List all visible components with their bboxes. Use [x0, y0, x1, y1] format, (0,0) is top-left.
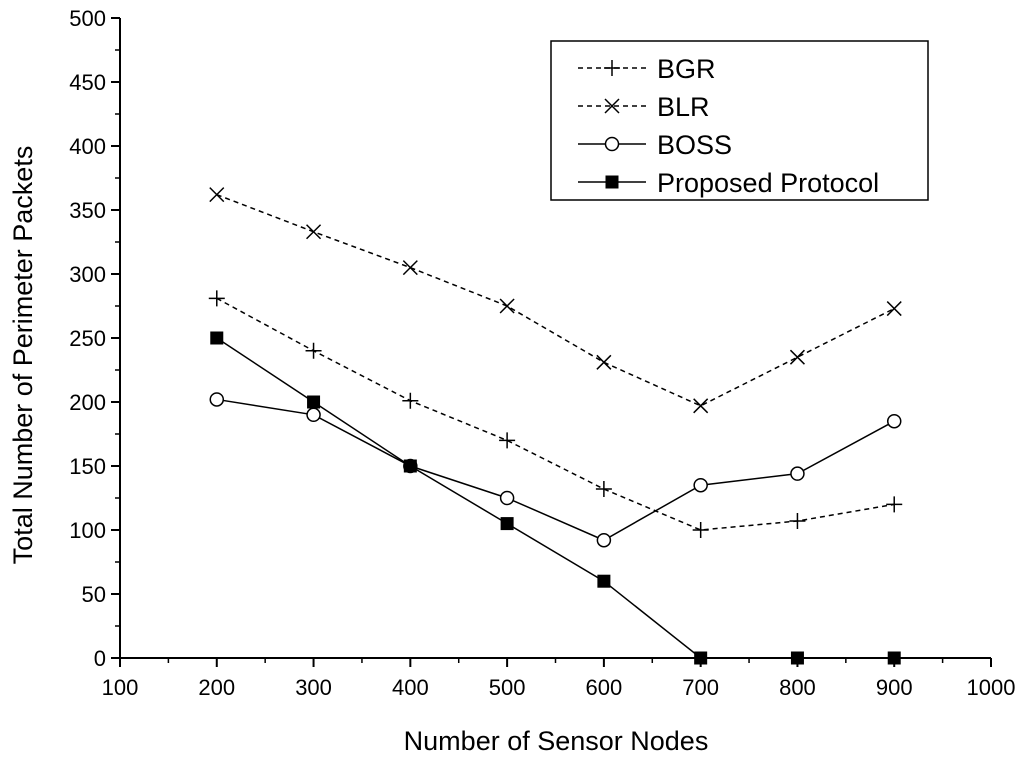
data-point-proposed-protocol [210, 331, 224, 345]
x-tick-label: 800 [779, 675, 816, 700]
data-point-bgr [886, 496, 903, 513]
data-point-proposed-protocol [403, 459, 417, 473]
data-point-boss [499, 490, 515, 506]
y-axis-title: Total Number of Perimeter Packets [8, 146, 38, 565]
x-tick-label: 600 [586, 675, 623, 700]
series-boss [209, 392, 902, 548]
data-point-boss [306, 407, 321, 423]
y-tick-label: 50 [82, 582, 106, 607]
series-proposed-protocol [210, 331, 901, 665]
x-tick-label: 500 [489, 675, 526, 700]
data-point-boss [596, 532, 612, 548]
data-point-bgr [305, 342, 322, 359]
y-tick-label: 200 [69, 390, 106, 415]
legend-marker-bgr [604, 60, 620, 76]
data-point-proposed-protocol [694, 651, 708, 665]
x-tick-label: 300 [295, 675, 332, 700]
y-tick-label: 150 [69, 454, 106, 479]
legend-label-blr: BLR [657, 92, 710, 122]
legend-marker-blr [604, 98, 620, 114]
legend-label-bgr: BGR [657, 54, 716, 84]
data-point-boss [209, 392, 225, 407]
y-tick-label: 300 [69, 262, 106, 287]
x-axis-title: Number of Sensor Nodes [404, 726, 709, 756]
y-tick-label: 250 [69, 326, 106, 351]
data-point-bgr [208, 290, 225, 307]
data-point-boss [790, 466, 805, 481]
data-point-boss [693, 477, 708, 493]
x-tick-label: 100 [102, 675, 139, 700]
data-point-bgr [692, 522, 709, 538]
series-line-blr [216, 193, 895, 407]
legend-marker-proposed-protocol [605, 175, 619, 189]
data-point-bgr [402, 392, 419, 409]
data-point-blr [209, 187, 225, 203]
series-bgr [208, 290, 903, 538]
data-point-blr [789, 349, 805, 365]
series-line-boss [216, 398, 895, 542]
x-tick-label: 1000 [967, 675, 1016, 700]
data-point-proposed-protocol [887, 651, 901, 665]
x-tick-label: 700 [682, 675, 719, 700]
legend-marker-boss [604, 136, 620, 152]
data-point-proposed-protocol [500, 517, 514, 531]
data-point-proposed-protocol [790, 651, 804, 665]
series-layer [208, 187, 903, 665]
y-tick-label: 350 [69, 198, 106, 223]
y-tick-label: 100 [69, 518, 106, 543]
data-point-blr [596, 354, 612, 370]
y-tick-label: 500 [69, 6, 106, 31]
y-tick-label: 400 [69, 134, 106, 159]
data-point-blr [886, 301, 902, 317]
legend-label-proposed-protocol: Proposed Protocol [657, 168, 879, 198]
legend: BGR BLR BOSS Proposed Protocol [550, 40, 929, 201]
data-point-blr [306, 224, 322, 240]
data-point-proposed-protocol [307, 395, 321, 409]
data-point-bgr [499, 432, 516, 449]
data-point-bgr [595, 481, 612, 498]
data-point-blr [402, 260, 418, 276]
data-point-boss [886, 413, 902, 429]
x-tick-label: 900 [876, 675, 913, 700]
data-point-proposed-protocol [597, 574, 611, 588]
data-point-blr [499, 298, 515, 314]
series-line-proposed-protocol [216, 337, 895, 659]
x-tick-label: 200 [198, 675, 235, 700]
series-blr [209, 187, 902, 414]
series-line-bgr [216, 297, 895, 531]
y-tick-label: 450 [69, 70, 106, 95]
data-point-blr [693, 398, 709, 414]
x-tick-label: 400 [392, 675, 429, 700]
legend-label-boss: BOSS [657, 130, 732, 160]
axes: 100 200 300 400 500 600 700 800 900 1000 0 50 100 150… [69, 6, 1015, 700]
data-point-bgr [789, 513, 806, 530]
y-tick-label: 0 [94, 646, 106, 671]
